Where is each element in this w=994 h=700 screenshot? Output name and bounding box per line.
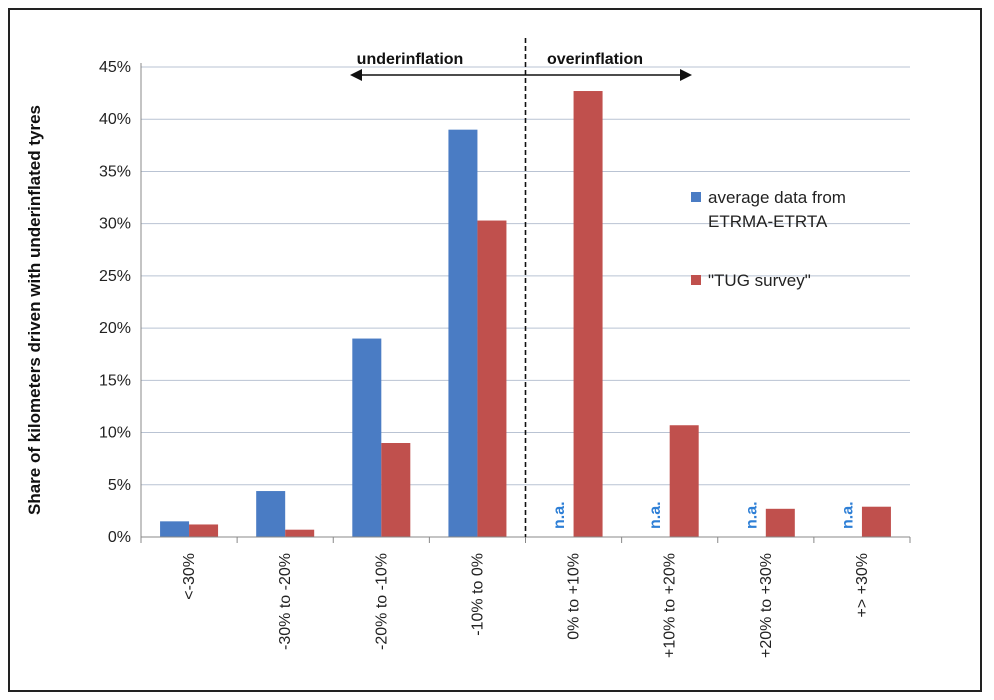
legend-swatch <box>691 192 701 202</box>
chart-frame: 0% 5% 10% 15% 20% 25% 30% 35% 40% 45% <-30% -30% t… <box>8 8 982 692</box>
x-category-label: 0% to +10% <box>566 553 583 640</box>
bar <box>256 491 286 537</box>
legend-label: "TUG survey" <box>708 271 811 290</box>
bar <box>477 220 507 538</box>
y-tick-label: 40% <box>99 111 131 128</box>
y-tick-label: 45% <box>99 59 131 76</box>
y-tick-label: 30% <box>99 216 131 233</box>
bar <box>285 529 315 537</box>
x-category-label: +> +30% <box>854 553 871 618</box>
legend-swatch <box>691 275 701 285</box>
y-tick-label: 15% <box>99 372 131 389</box>
x-category-label: +20% to +30% <box>758 553 775 658</box>
bar <box>448 129 478 537</box>
bar <box>352 338 382 537</box>
bar <box>160 521 190 537</box>
legend: average data from ETRMA-ETRTA "TUG survey" <box>691 188 846 290</box>
underinflation-arrowhead <box>350 69 362 81</box>
x-category-label: <-30% <box>181 553 198 600</box>
axes <box>140 38 911 543</box>
x-category-label: -20% to -10% <box>373 553 390 650</box>
x-axis-categories: <-30% -30% to -20% -20% to -10% -10% to 0% 0… <box>181 553 871 658</box>
y-tick-label: 25% <box>99 268 131 285</box>
inflation-annotations: underinflation overinflation <box>350 51 692 81</box>
underinflation-label: underinflation <box>357 51 464 68</box>
bars <box>160 91 891 538</box>
y-tick-label: 5% <box>108 477 131 494</box>
bar <box>381 443 411 537</box>
bar <box>765 508 795 537</box>
na-label: n.a. <box>647 501 664 529</box>
x-category-label: -30% to -20% <box>277 553 294 650</box>
y-tick-label: 20% <box>99 320 131 337</box>
overinflation-arrowhead <box>680 69 692 81</box>
overinflation-label: overinflation <box>547 51 643 68</box>
bar <box>861 506 891 537</box>
y-tick-label: 10% <box>99 425 131 442</box>
na-label: n.a. <box>551 501 568 529</box>
na-label: n.a. <box>743 501 760 529</box>
bar <box>189 524 219 537</box>
na-labels: n.a. n.a. n.a. n.a. <box>551 501 856 529</box>
y-axis-ticks: 0% 5% 10% 15% 20% 25% 30% 35% 40% 45% <box>99 59 131 546</box>
bar <box>669 425 699 537</box>
y-axis-title: Share of kilometers driven with underinf… <box>25 105 44 515</box>
bar <box>573 91 603 538</box>
legend-label: average data from <box>708 188 846 207</box>
na-label: n.a. <box>839 501 856 529</box>
y-tick-label: 0% <box>108 529 131 546</box>
bar-chart: 0% 5% 10% 15% 20% 25% 30% 35% 40% 45% <-30% -30% t… <box>25 38 911 658</box>
x-category-label: -10% to 0% <box>469 553 486 636</box>
legend-label: ETRMA-ETRTA <box>708 212 828 231</box>
x-category-label: +10% to +20% <box>662 553 679 658</box>
y-tick-label: 35% <box>99 163 131 180</box>
